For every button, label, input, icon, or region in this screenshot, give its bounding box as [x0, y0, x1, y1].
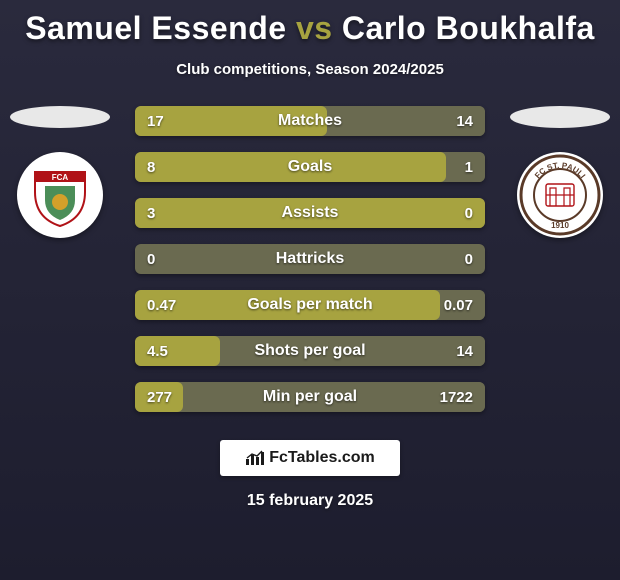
comparison-title: Samuel Essende vs Carlo Boukhalfa	[0, 0, 620, 47]
stat-value-right: 1	[465, 159, 473, 176]
left-player-column: FCA	[0, 106, 120, 238]
stat-row: 17Matches14	[135, 106, 485, 136]
player2-silhouette	[510, 106, 610, 128]
stat-row: 0.47Goals per match0.07	[135, 290, 485, 320]
stats-list: 17Matches148Goals13Assists00Hattricks00.…	[135, 106, 485, 412]
stat-label: Min per goal	[135, 388, 485, 406]
chart-icon	[245, 450, 265, 466]
vs-text: vs	[296, 10, 333, 46]
right-player-column: FC ST. PAULI1910	[500, 106, 620, 238]
stat-label: Shots per goal	[135, 342, 485, 360]
watermark: FcTables.com	[220, 440, 400, 476]
stat-row: 3Assists0	[135, 198, 485, 228]
player2-name: Carlo Boukhalfa	[342, 10, 595, 46]
stat-label: Hattricks	[135, 250, 485, 268]
player1-name: Samuel Essende	[25, 10, 286, 46]
st-pauli-badge-icon: FC ST. PAULI1910	[519, 154, 601, 236]
comparison-content: FCA FC ST. PAULI1910 17Matches14 8Goals1 3…	[0, 106, 620, 510]
stat-value-right: 0	[465, 205, 473, 222]
stat-value-right: 1722	[440, 389, 473, 406]
subtitle: Club competitions, Season 2024/2025	[0, 61, 620, 78]
stat-label: Matches	[135, 112, 485, 130]
team2-badge: FC ST. PAULI1910	[517, 152, 603, 238]
team1-badge: FCA	[17, 152, 103, 238]
date: 15 february 2025	[0, 492, 620, 510]
svg-text:FCA: FCA	[52, 173, 69, 182]
stat-row: 8Goals1	[135, 152, 485, 182]
stat-label: Goals	[135, 158, 485, 176]
stat-value-right: 0	[465, 251, 473, 268]
stat-label: Assists	[135, 204, 485, 222]
svg-text:1910: 1910	[551, 221, 569, 230]
stat-row: 0Hattricks0	[135, 244, 485, 274]
stat-label: Goals per match	[135, 296, 485, 314]
stat-value-right: 14	[456, 113, 473, 130]
fca-badge-icon: FCA	[25, 160, 95, 230]
player1-silhouette	[10, 106, 110, 128]
stat-value-right: 14	[456, 343, 473, 360]
watermark-text: FcTables.com	[269, 449, 375, 467]
stat-row: 277Min per goal1722	[135, 382, 485, 412]
stat-row: 4.5Shots per goal14	[135, 336, 485, 366]
stat-value-right: 0.07	[444, 297, 473, 314]
